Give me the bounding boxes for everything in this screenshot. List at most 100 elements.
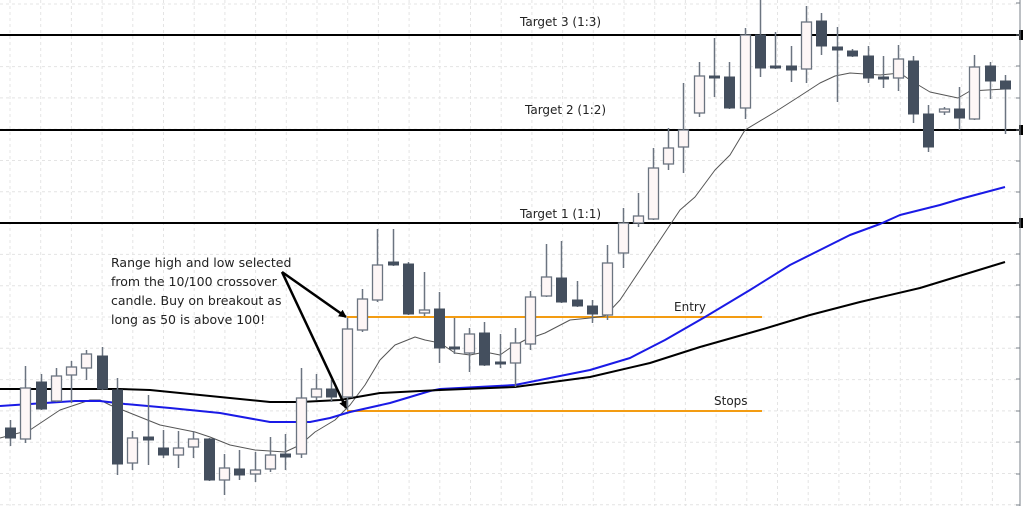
candle-body-bullish — [80, 353, 93, 369]
candle-body-bearish — [709, 75, 720, 79]
candle — [50, 368, 63, 402]
candle — [1000, 75, 1011, 134]
candle — [587, 300, 598, 323]
candle — [479, 322, 490, 366]
candle — [326, 380, 337, 402]
candle-body-bullish — [509, 342, 522, 364]
candle-body-bullish — [632, 215, 645, 224]
candle — [234, 450, 245, 480]
candle-body-bullish — [65, 366, 78, 376]
entry-label: Entry — [674, 300, 706, 314]
candle — [709, 38, 720, 97]
candle — [724, 62, 735, 109]
ma-line-ma-100 — [0, 261, 1006, 403]
candle — [892, 45, 905, 91]
candle-body-bearish — [479, 332, 490, 366]
candle-body-bullish — [540, 276, 553, 297]
annotation-line: candle. Buy on breakout as — [111, 293, 282, 308]
candle — [371, 229, 384, 302]
target2-label: Target 2 (1:2) — [525, 103, 607, 117]
candle-body-bearish — [280, 453, 291, 458]
candle-body-bullish — [800, 21, 813, 70]
candle-body-bearish — [449, 346, 460, 350]
candle — [341, 318, 354, 410]
candle — [158, 430, 169, 458]
candle-body-bearish — [326, 388, 337, 398]
price-levels — [0, 30, 1023, 412]
candle-body-bearish — [923, 113, 934, 148]
candle — [617, 208, 630, 268]
candle-body-bearish — [786, 65, 797, 71]
candle-body-bearish — [724, 76, 735, 109]
candle-body-bearish — [97, 355, 108, 390]
candle — [509, 328, 522, 387]
candle — [816, 13, 827, 55]
annotation-arrow — [280, 271, 348, 409]
candle — [463, 328, 476, 372]
candle — [449, 318, 460, 354]
price-axis — [1016, 0, 1021, 506]
candle — [938, 107, 951, 115]
candle-body-bearish — [847, 50, 858, 57]
candle — [65, 361, 78, 403]
candle — [403, 262, 414, 315]
candle-body-bearish — [388, 261, 399, 266]
candle — [356, 289, 369, 332]
candle-body-bearish — [143, 436, 154, 441]
candle-body-bullish — [647, 167, 660, 220]
candle — [985, 62, 996, 99]
candle — [5, 420, 16, 446]
candle — [601, 245, 614, 320]
candle — [908, 56, 919, 123]
candle — [295, 368, 308, 458]
annotation-line: Range high and low selected — [111, 255, 292, 270]
candle-body-bearish — [587, 305, 598, 315]
candle-body-bearish — [985, 65, 996, 82]
candle — [280, 434, 291, 470]
annotation-arrows — [280, 270, 348, 409]
candle-body-bullish — [172, 447, 185, 456]
candle-body-bullish — [739, 34, 752, 109]
target1-label: Target 1 (1:1) — [520, 207, 602, 221]
candle-body-bearish — [832, 46, 843, 51]
candle — [434, 292, 445, 363]
candle-body-bullish — [892, 58, 905, 79]
candle-body-bearish — [954, 108, 965, 119]
candle-body-bearish — [1000, 80, 1011, 90]
candle-body-bearish — [556, 277, 567, 303]
candle — [264, 437, 277, 472]
candle — [847, 49, 858, 57]
candle — [36, 374, 47, 410]
candle — [80, 350, 93, 380]
candle — [249, 452, 262, 482]
candle — [832, 27, 843, 102]
candle-body-bearish — [863, 55, 874, 79]
candle — [218, 454, 231, 495]
candle — [800, 6, 813, 83]
level-marker — [1019, 30, 1023, 40]
candle-body-bullish — [371, 264, 384, 301]
candle — [540, 244, 553, 297]
candle-body-bullish — [463, 333, 476, 354]
candle — [878, 56, 889, 88]
candle — [693, 62, 706, 117]
candle-body-bearish — [770, 65, 781, 69]
candle — [112, 378, 123, 475]
candle — [863, 46, 874, 83]
candle-body-bullish — [418, 309, 431, 314]
level-marker — [1019, 218, 1023, 228]
candle — [662, 128, 675, 170]
candle-body-bullish — [677, 129, 690, 148]
candle — [495, 334, 506, 368]
candle — [187, 431, 200, 458]
candle-body-bullish — [356, 298, 369, 331]
candle-body-bullish — [218, 467, 231, 481]
candle — [923, 105, 934, 152]
candle-body-bearish — [816, 20, 827, 47]
candle — [19, 366, 32, 443]
candle — [968, 55, 981, 120]
candle — [770, 32, 781, 69]
annotation-line: long as 50 is above 100! — [111, 312, 266, 327]
candle-body-bearish — [878, 76, 889, 80]
